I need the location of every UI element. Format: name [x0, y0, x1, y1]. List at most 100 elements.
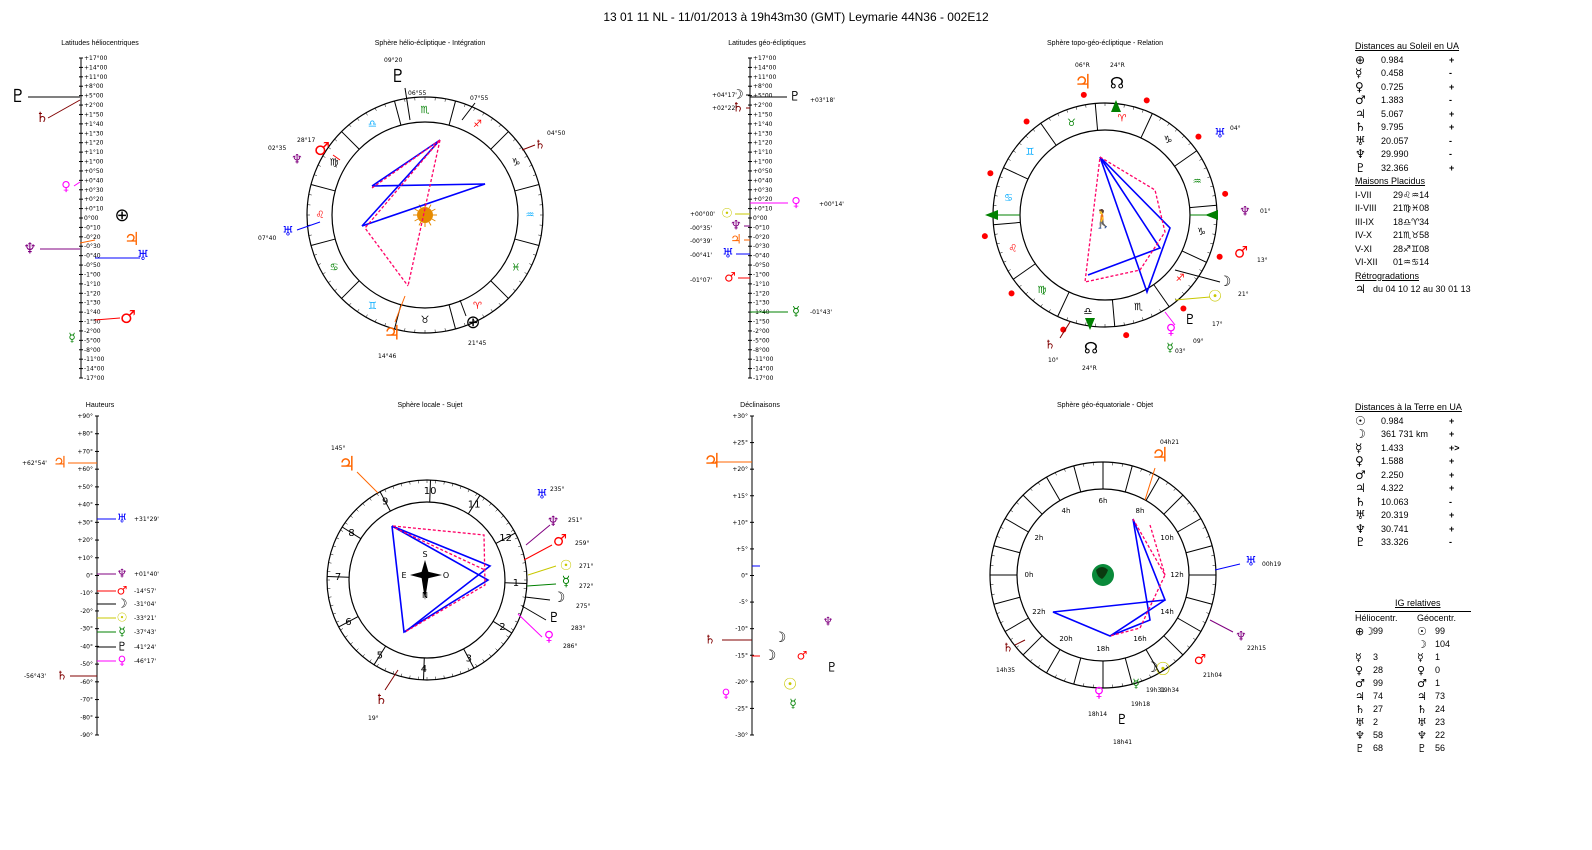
- sector-divider: [1177, 617, 1202, 632]
- geo-planet-icon: ♃: [1417, 689, 1427, 703]
- degree-tick: [356, 509, 359, 512]
- pointer-line: [431, 208, 436, 212]
- planet-glyph: ☽: [117, 597, 128, 611]
- house-label: II-VIII: [1355, 203, 1377, 213]
- zodiac-sign: ♌: [1008, 244, 1017, 255]
- geo-planet-icon: ☉: [1417, 624, 1427, 638]
- scale-tick-label: +11°00: [84, 74, 107, 81]
- scale-tick-label: +0°20: [84, 196, 104, 203]
- degree-tick: [1019, 284, 1022, 288]
- scale-tick-label: +0°30: [84, 187, 104, 194]
- distance-value: 0.725: [1381, 81, 1404, 92]
- ig-list: ⊕☽ 99 ☉ 99 ☽ 104 ☿ 3 ☿ 1 ♀ 28 ♀ 0 ♂ 99 ♂ 1 ♃ 74 ♃ 73 ♄ 27 ♄ 24 ♅ 2 ♅…: [1355, 625, 1555, 755]
- moon-icon: ☽: [1146, 660, 1159, 676]
- degree-tick: [518, 612, 522, 615]
- sun-distance-row: ⊕ 0.984 +: [1355, 53, 1555, 68]
- degree-tick: [376, 663, 379, 667]
- sector-divider: [514, 183, 540, 192]
- sector-divider: [1153, 284, 1170, 308]
- position-label: 145°: [331, 445, 345, 452]
- degree-tick: [490, 309, 493, 312]
- distance-trend: +: [1449, 469, 1455, 480]
- sidebar-top: Distances au Soleil en UA ⊕ 0.984 + ☿ 0.458 -…: [1355, 40, 1555, 297]
- house-number: 8: [348, 528, 354, 539]
- scale-tick-label: -0°10: [84, 224, 101, 231]
- degree-tick: [1194, 277, 1197, 280]
- scale-tick-label: -0°10: [753, 224, 770, 231]
- scale-tick-label: +10°: [732, 519, 748, 526]
- sector-divider: [1181, 250, 1207, 263]
- ig-table: IG relatives Héliocentr. Géocentr. ⊕☽ 99 ☉…: [1355, 597, 1555, 755]
- degree-tick: [1157, 670, 1160, 673]
- degree-tick: [1188, 142, 1191, 146]
- degree-tick: [1202, 527, 1206, 529]
- degree-tick: [1046, 670, 1049, 673]
- distance-trend: +: [1449, 162, 1455, 173]
- distance-trend: +: [1449, 510, 1455, 520]
- compass-label: S: [422, 550, 427, 559]
- sector-divider: [1145, 649, 1160, 674]
- zodiac-sign: ♉: [421, 315, 430, 326]
- house-number: 10: [424, 486, 437, 497]
- aspect-line: [1149, 524, 1166, 576]
- zodiac-sign: ♌: [316, 210, 325, 221]
- degree-tick: [1123, 104, 1125, 108]
- hour-label: 14h: [1160, 608, 1173, 616]
- local-sphere-wheel: 10 9 8 7 6 5 4 3 2 1 12 11 S E O N ♃145° ♅ 235° ♆ 251°♂ 259° ☉…: [326, 445, 593, 722]
- degree-tick: [1212, 195, 1216, 197]
- degree-tick: [1000, 621, 1004, 623]
- pointer-line: [1214, 563, 1241, 571]
- panel-title-helio-latitudes: Latitudes héliocentriques: [61, 40, 139, 47]
- sector-divider: [1185, 545, 1213, 554]
- zodiac-sign: ♊: [368, 301, 377, 312]
- ura-icon: ♅: [1214, 127, 1226, 142]
- position-label: 251°: [568, 517, 582, 524]
- scale-tick-label: -0°30: [753, 243, 770, 250]
- distance-value: 30.741: [1381, 523, 1409, 534]
- house-value: 21♏♉58: [1393, 230, 1430, 240]
- position-label: 01°: [1260, 208, 1271, 215]
- house-value: 28♐♊08: [1393, 243, 1430, 254]
- sector-divider: [1073, 465, 1082, 493]
- helio-planet-icon: ♆: [1355, 728, 1365, 742]
- helio-ig-value: 27: [1373, 703, 1384, 714]
- sector-divider: [993, 545, 1021, 554]
- aspect-line: [361, 183, 486, 227]
- scale-tick-label: +70°: [77, 448, 93, 455]
- degree-tick: [1007, 158, 1011, 161]
- degree-tick: [529, 164, 533, 167]
- scale-tick-label: +30°: [77, 519, 93, 526]
- degree-tick: [459, 671, 462, 675]
- geo-planet-icon: ♀: [1417, 663, 1426, 677]
- position-label: 07°55: [470, 95, 488, 102]
- planet-glyph: ♅: [137, 248, 150, 264]
- degree-tick: [404, 328, 406, 332]
- merc-icon: ☿: [792, 305, 800, 320]
- degree-tick: [374, 107, 377, 111]
- sector-divider: [1040, 122, 1057, 146]
- scale-tick-label: +1°20: [84, 140, 104, 147]
- aspect-line: [391, 525, 490, 634]
- helio-ig-value: 58: [1373, 729, 1384, 740]
- helio-planet-icon: ♃: [1355, 689, 1365, 703]
- degree-tick: [376, 493, 379, 497]
- earth-distance-row: ♃ 4.322 +: [1355, 481, 1555, 496]
- scale-tick-label: -8°00: [753, 347, 770, 354]
- pointer-line: [73, 181, 81, 187]
- moon-icon: ☽: [553, 590, 566, 606]
- zodiac-sign: ♓: [511, 263, 520, 274]
- degree-tick: [991, 593, 995, 595]
- degree-tick: [400, 483, 403, 487]
- degree-tick: [529, 263, 533, 266]
- degree-tick: [538, 194, 542, 196]
- scale-tick-label: +1°10: [84, 149, 104, 156]
- topo-sphere-wheel: ♒ ♑ ♈ ♉ ♊ ♋ ♌ ♍ ♎ ♏ ♐ ♑ 🚶 ♃06°R 24°R ☊ ♅ 04° ♆ 01° ♂ 13° ☉ 21° ☽…: [981, 62, 1271, 372]
- scale-tick-label: -5°00: [753, 337, 770, 344]
- house-cusp-dot: [1180, 305, 1187, 312]
- degree-tick: [362, 654, 365, 657]
- ura-icon: ♅: [722, 247, 734, 262]
- sector-divider: [423, 657, 425, 680]
- degree-tick: [1192, 637, 1196, 641]
- degree-tick: [1016, 502, 1019, 505]
- degree-tick: [994, 233, 998, 235]
